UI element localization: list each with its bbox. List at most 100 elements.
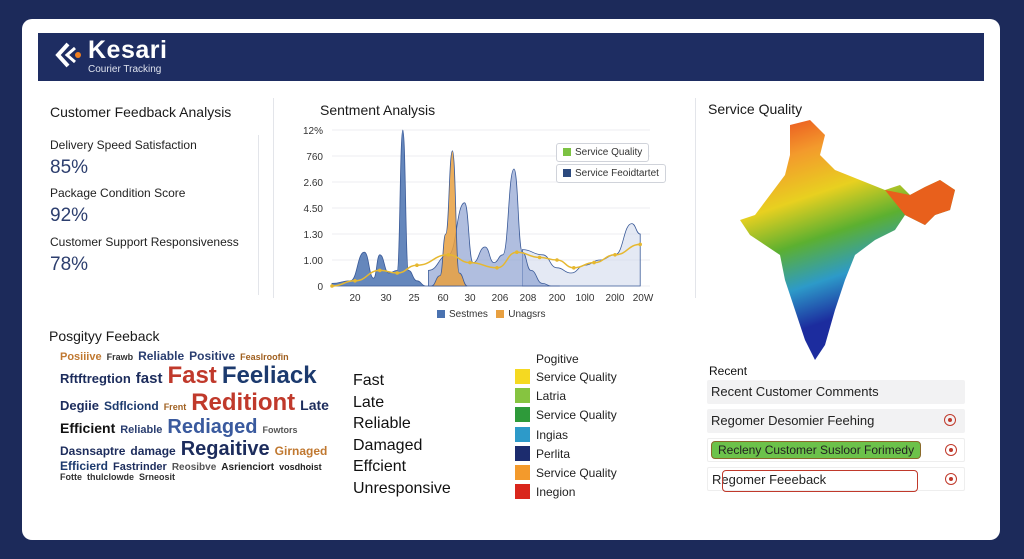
trend-point	[515, 250, 519, 254]
bottom-legend: Sestmes Unagsrs	[437, 309, 546, 320]
radio-icon[interactable]	[944, 414, 956, 426]
y-tick-label: 12%	[303, 126, 323, 137]
word-cloud-word: Feeliack	[221, 362, 317, 390]
service-quality-title: Service Quality	[708, 101, 803, 117]
word-cloud-word: Dasnsaptre	[60, 443, 126, 458]
highlight-box	[722, 470, 918, 492]
category-swatch	[515, 369, 530, 384]
word-cloud-word: Efficierd	[60, 458, 109, 473]
y-tick-label: 1.30	[304, 230, 324, 241]
x-tick-label: 10l0	[576, 293, 595, 304]
category-swatch	[515, 445, 530, 461]
trend-point	[395, 271, 400, 275]
x-tick-label: 25	[408, 293, 420, 304]
recent-comment-item[interactable]: Regomer Desomier Feehing	[707, 409, 965, 433]
metric-label: Package Condition Score	[50, 186, 186, 200]
word-cloud-word: Fastrinder	[113, 460, 167, 473]
category-label: Service Quality	[536, 408, 617, 423]
tag-word: Late	[353, 393, 385, 411]
word-cloud-word: Late	[300, 396, 329, 413]
india-map[interactable]	[735, 115, 965, 365]
word-cloud-word: Feaslroofin	[240, 352, 289, 362]
y-tick-label: 4.50	[304, 204, 324, 215]
series-area-Unagsrs	[431, 150, 468, 287]
recent-comment-item[interactable]: Recent Customer Comments	[707, 380, 965, 404]
metric-label: Delivery Speed Satisfaction	[50, 138, 197, 152]
recent-comment-item[interactable]: Recleny Customer Susloor Forimedy	[707, 438, 965, 462]
word-cloud-word: Reliable	[120, 423, 163, 436]
word-cloud-word: Girnaged	[274, 443, 328, 458]
x-tick-label: 208	[520, 293, 537, 304]
tag-word: Unresponsive	[353, 479, 451, 497]
tag-word: Effcient	[353, 458, 407, 475]
x-tick-label: 20W	[633, 293, 654, 304]
x-tick-label: 20l0	[606, 293, 625, 304]
category-swatch	[515, 407, 530, 423]
map-region[interactable]	[740, 120, 955, 360]
category-label: Inegion	[536, 485, 576, 500]
trend-point	[555, 258, 559, 262]
trend-point	[592, 260, 596, 265]
chart-title: Sentment Analysis	[320, 102, 436, 118]
brand-name: Kesari	[88, 36, 168, 64]
legend-label: Sestmes	[449, 309, 488, 320]
legend-label: Service Quality	[575, 147, 643, 158]
app-header: Kesari Courier Tracking	[38, 33, 984, 81]
radio-icon[interactable]	[945, 444, 957, 456]
word-cloud-word: Reditiont	[191, 388, 296, 416]
metric-label: Customer Support Responsiveness	[50, 235, 239, 249]
word-cloud-word: Rediaged	[167, 415, 258, 438]
x-tick-label: 200	[549, 293, 566, 304]
y-tick-label: 0	[317, 282, 323, 293]
legend-swatch	[563, 169, 571, 178]
legend-item[interactable]: Service Quality	[556, 143, 650, 162]
word-cloud-word: Efficient	[60, 419, 116, 436]
divider	[258, 135, 259, 295]
word-cloud-word: Fast	[167, 362, 217, 390]
recent-comment-text: Recleny Customer Susloor Forimedy	[711, 441, 922, 459]
word-cloud-word: Posiiive	[60, 351, 102, 363]
category-swatch	[515, 484, 530, 500]
category-label: Service Quality	[536, 466, 617, 480]
y-tick-label: 760	[306, 152, 323, 163]
recent-comment-text: Recent Customer Comments	[711, 384, 879, 399]
wordcloud-title: Posgityy Feeback	[49, 328, 160, 344]
tag-word: Damaged	[353, 436, 423, 454]
y-tick-label: 1.00	[304, 256, 324, 267]
legend-item[interactable]: Service Feoidtartet	[556, 164, 666, 183]
x-tick-label: 60	[437, 293, 449, 304]
trend-point	[378, 268, 382, 273]
word-cloud-word: Regaitive	[180, 437, 270, 460]
word-cloud-word: vosdhoist	[279, 461, 322, 472]
category-heading: Pogitive	[536, 352, 579, 366]
recent-comment-item[interactable]: Regomer Feeeback	[707, 467, 965, 492]
brand-subtitle: Courier Tracking	[88, 64, 162, 75]
word-cloud-word: damage	[130, 443, 176, 458]
radio-icon[interactable]	[945, 473, 957, 485]
word-cloud-word: Srneosit	[139, 472, 176, 483]
map-region[interactable]	[885, 180, 955, 225]
trend-point	[330, 284, 334, 288]
legend-swatch	[496, 310, 505, 319]
divider	[695, 98, 696, 298]
legend-label: Service Feoidtartet	[575, 168, 659, 179]
category-swatch	[515, 388, 530, 404]
word-cloud-word: Degiie	[60, 397, 100, 413]
trend-point	[446, 253, 451, 257]
category-label: Latria	[536, 389, 567, 404]
divider	[273, 98, 274, 298]
word-cloud-word: Sdflciond	[104, 398, 159, 413]
trend-point	[495, 266, 499, 270]
y-tick-label: 2.60	[304, 178, 324, 189]
word-cloud-word: Frawb	[106, 352, 134, 362]
word-cloud-word: Frent	[163, 401, 187, 412]
x-tick-label: 206	[492, 293, 509, 304]
legend-label: Unagsrs	[508, 309, 546, 320]
word-cloud-word: Reosibve	[171, 461, 217, 473]
trend-point	[468, 260, 472, 265]
trend-point	[613, 253, 617, 257]
trend-point	[353, 279, 357, 283]
metric-value: 85%	[50, 157, 89, 178]
category-swatch	[515, 465, 530, 480]
